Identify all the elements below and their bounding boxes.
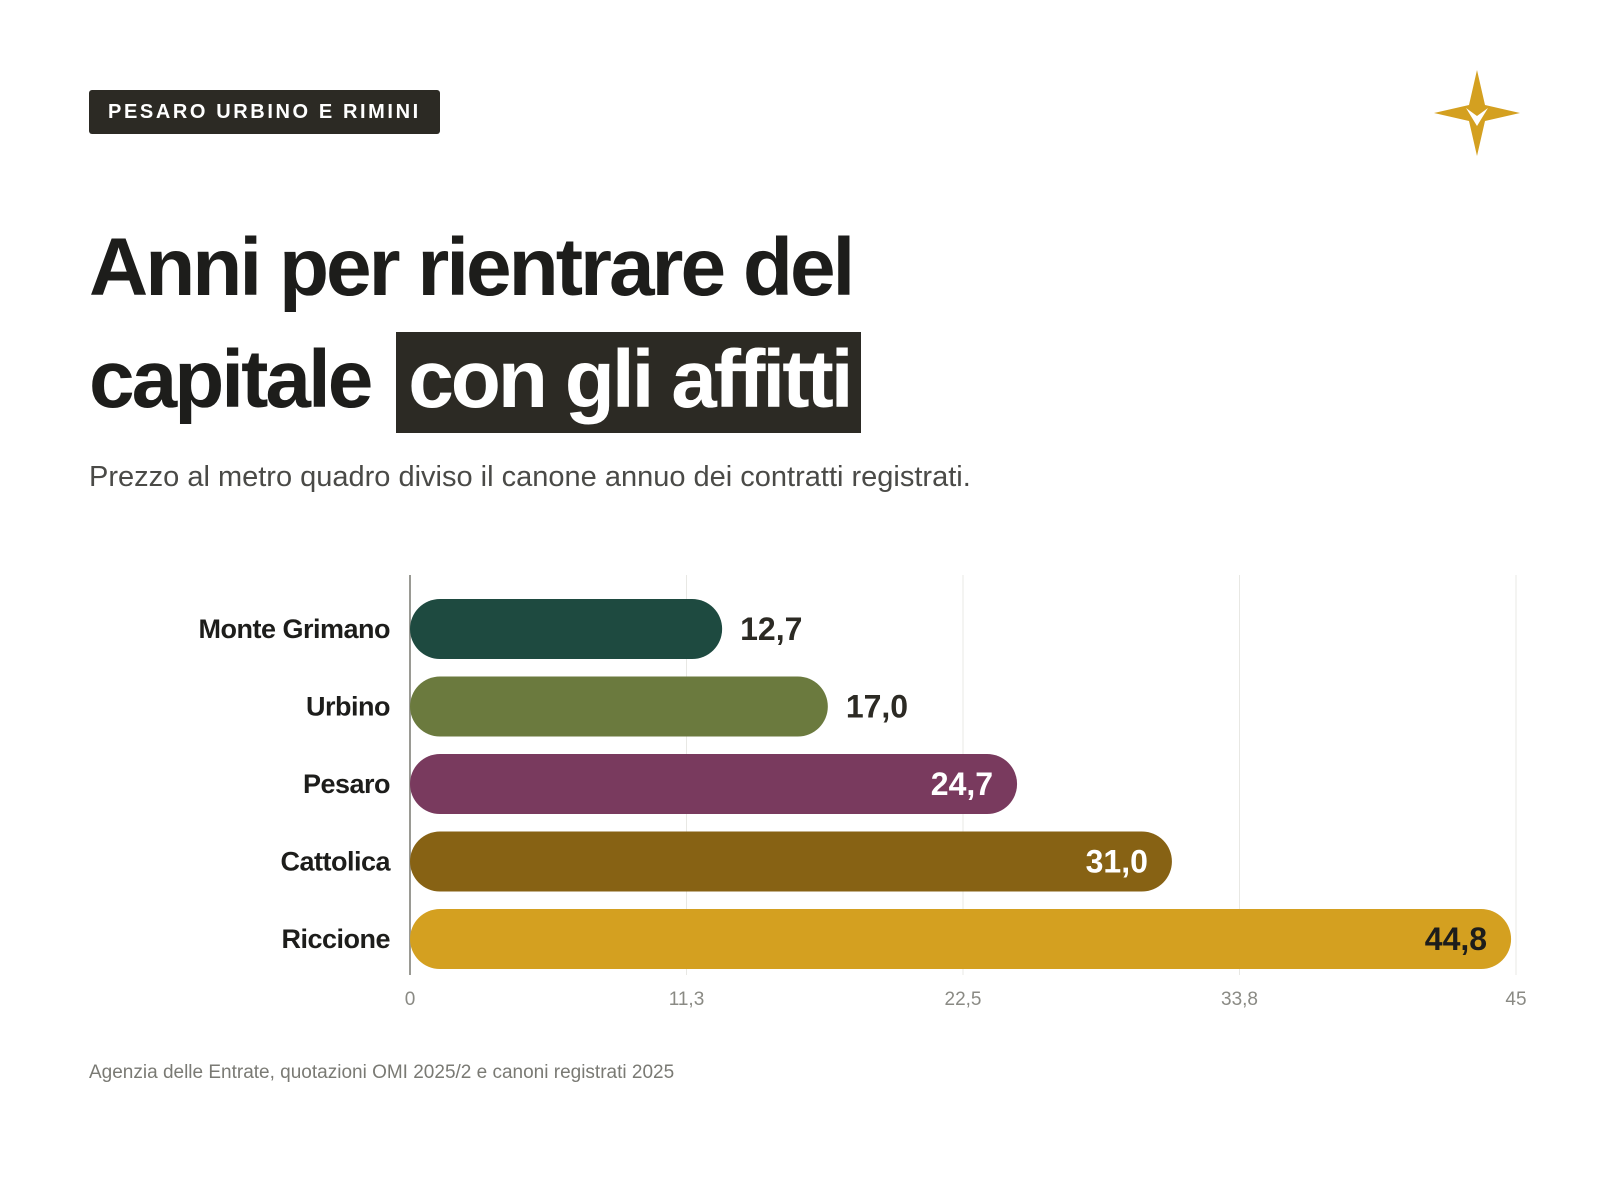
page-title: Anni per rientrare del capitale con gli … (89, 212, 861, 436)
bar-chart: 0 11,3 22,5 33,8 45 Monte Grimano 12,7 Urbino 17… (198, 575, 1527, 1010)
bar (410, 676, 828, 737)
title-plain: capitale (89, 334, 373, 425)
category-label: Riccione (281, 924, 390, 954)
category-label: Urbino (306, 692, 390, 722)
x-tick-label: 45 (1505, 989, 1526, 1010)
bar (410, 831, 1172, 892)
bar (410, 909, 1512, 969)
x-tick-label: 22,5 (945, 989, 982, 1010)
x-tick-label: 11,3 (669, 989, 705, 1010)
x-tick-label: 33,8 (1221, 989, 1258, 1010)
category-label: Pesaro (303, 769, 390, 799)
data-label: 12,7 (740, 611, 802, 647)
gold-compass-star-icon (1434, 70, 1520, 156)
region-tag: PESARO URBINO E RIMINI (89, 90, 440, 134)
data-label: 44,8 (1425, 921, 1487, 957)
data-label: 24,7 (931, 766, 993, 802)
title-line-2: capitale con gli affitti (89, 324, 861, 436)
data-label: 17,0 (846, 689, 908, 725)
subtitle: Prezzo al metro quadro diviso il canone … (89, 461, 971, 493)
source-note: Agenzia delle Entrate, quotazioni OMI 20… (89, 1062, 675, 1083)
category-label: Monte Grimano (198, 614, 390, 644)
category-label: Cattolica (280, 847, 391, 877)
x-tick-label: 0 (405, 989, 416, 1010)
data-label: 31,0 (1086, 844, 1148, 880)
bar (410, 754, 1018, 814)
title-highlight: con gli affitti (396, 332, 861, 433)
title-line-1: Anni per rientrare del (89, 222, 855, 313)
bar (410, 599, 723, 659)
